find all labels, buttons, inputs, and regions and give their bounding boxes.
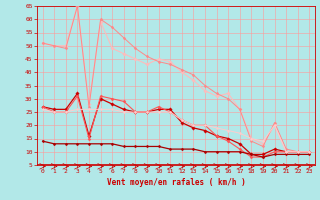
X-axis label: Vent moyen/en rafales ( km/h ): Vent moyen/en rafales ( km/h ) [107, 178, 245, 187]
